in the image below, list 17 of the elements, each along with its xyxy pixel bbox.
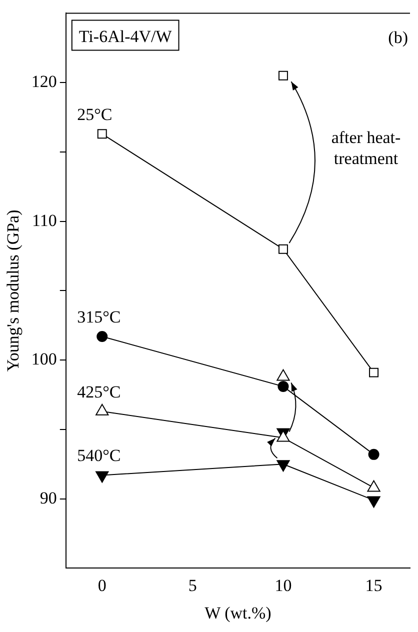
x-tick-label: 5: [188, 576, 197, 595]
x-tick-label: 0: [98, 576, 106, 595]
y-tick-label: 90: [40, 488, 57, 508]
series-label: 315°C: [77, 307, 121, 326]
x-tick-label: 15: [365, 576, 382, 595]
text: Ti-6Al-4V/W: [78, 27, 173, 46]
series-label: 425°C: [77, 382, 121, 402]
y-axis-title: Young's modulus (GPa): [4, 210, 23, 372]
series-label: 540°C: [77, 446, 121, 466]
annotation: (b): [388, 28, 408, 48]
y-tick-label: 110: [32, 210, 57, 230]
x-axis-title: W (wt.%): [204, 603, 272, 622]
series-label: 25°C: [77, 104, 112, 124]
x-tick-label: 10: [274, 576, 292, 595]
y-tick-label: 100: [31, 350, 57, 369]
y-tick-label: 120: [31, 72, 57, 92]
annotation: after heat-treatment: [331, 128, 402, 168]
